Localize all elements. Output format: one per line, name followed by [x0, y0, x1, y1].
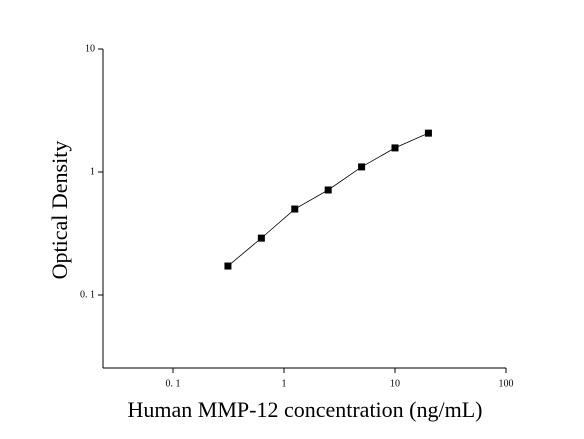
y-tick-label: 0. 1: [80, 289, 95, 300]
fit-line: [227, 132, 429, 267]
x-axis-label: Human MMP-12 concentration (ng/mL): [128, 397, 483, 422]
x-tick-label: 1: [282, 378, 287, 389]
y-tick-label: 1: [90, 166, 95, 177]
x-tick-label: 0. 1: [166, 378, 181, 389]
point: [291, 205, 299, 213]
point: [358, 163, 366, 171]
x-tick-label: 100: [499, 378, 514, 389]
y-axis-label: Optical Density: [47, 141, 72, 280]
point: [324, 186, 332, 194]
x-tick-label: 10: [390, 378, 400, 389]
point: [257, 234, 265, 242]
point: [224, 262, 232, 270]
point: [424, 129, 432, 137]
y-tick-label: 10: [85, 43, 95, 54]
point: [391, 144, 399, 152]
